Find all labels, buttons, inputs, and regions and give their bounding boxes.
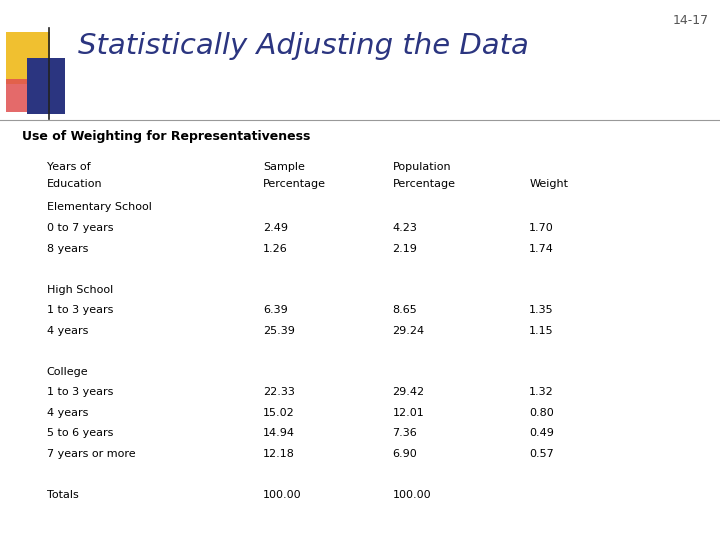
Text: 12.18: 12.18 [263,449,294,459]
Text: 100.00: 100.00 [392,490,431,500]
Text: 4 years: 4 years [47,326,88,336]
Text: High School: High School [47,285,113,295]
Text: Percentage: Percentage [392,179,456,190]
Text: 1.74: 1.74 [529,244,554,254]
Text: 1.32: 1.32 [529,387,554,397]
Text: 1.26: 1.26 [263,244,287,254]
Text: 4 years: 4 years [47,408,88,418]
Text: Percentage: Percentage [263,179,325,190]
Text: 1 to 3 years: 1 to 3 years [47,387,113,397]
Text: 0.57: 0.57 [529,449,554,459]
Text: Use of Weighting for Representativeness: Use of Weighting for Representativeness [22,130,310,143]
Text: 1.15: 1.15 [529,326,554,336]
Text: 7.36: 7.36 [392,428,417,438]
Text: 15.02: 15.02 [263,408,294,418]
Text: 8 years: 8 years [47,244,88,254]
Text: 6.39: 6.39 [263,305,287,315]
Text: 14.94: 14.94 [263,428,294,438]
Text: 7 years or more: 7 years or more [47,449,135,459]
Text: 2.19: 2.19 [392,244,418,254]
Text: Years of: Years of [47,162,91,172]
Text: 0.49: 0.49 [529,428,554,438]
Text: Weight: Weight [529,179,568,190]
Text: 8.65: 8.65 [392,305,417,315]
Text: Population: Population [392,162,451,172]
Text: Totals: Totals [47,490,78,500]
Text: 1 to 3 years: 1 to 3 years [47,305,113,315]
Text: Elementary School: Elementary School [47,202,152,213]
Text: Statistically Adjusting the Data: Statistically Adjusting the Data [78,32,528,60]
Text: 29.42: 29.42 [392,387,425,397]
Text: College: College [47,367,89,377]
Text: 4.23: 4.23 [392,223,418,233]
Text: 1.70: 1.70 [529,223,554,233]
Text: Sample: Sample [263,162,305,172]
Text: 5 to 6 years: 5 to 6 years [47,428,113,438]
Text: 29.24: 29.24 [392,326,425,336]
Text: 14-17: 14-17 [673,14,709,26]
Text: 2.49: 2.49 [263,223,288,233]
Text: 12.01: 12.01 [392,408,424,418]
Text: 0 to 7 years: 0 to 7 years [47,223,113,233]
Text: Education: Education [47,179,102,190]
Text: 6.90: 6.90 [392,449,417,459]
Text: 25.39: 25.39 [263,326,294,336]
Text: 0.80: 0.80 [529,408,554,418]
Text: 22.33: 22.33 [263,387,294,397]
Text: 1.35: 1.35 [529,305,554,315]
Text: 100.00: 100.00 [263,490,302,500]
